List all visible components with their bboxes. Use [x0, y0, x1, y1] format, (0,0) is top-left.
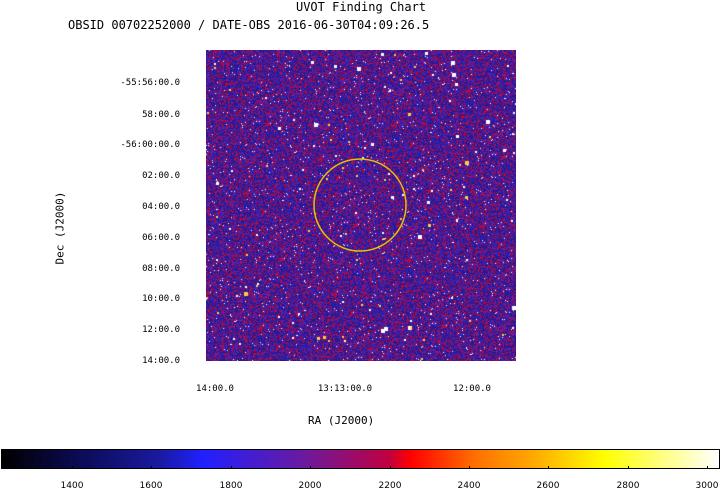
colorbar-tick-label: 2800 [616, 481, 640, 491]
colorbar-tick-label: 2000 [298, 481, 322, 491]
colorbar-tick-label: 1800 [219, 481, 243, 491]
colorbar-tick-label: 3000 [695, 481, 719, 491]
dec-tick-label: 08:00.0 [142, 264, 180, 274]
ra-tick-label: 13:13:00.0 [317, 384, 373, 394]
dec-tick-label: 02:00.0 [142, 171, 180, 181]
ra-tick-label: 14:00.0 [196, 384, 234, 394]
colorbar-tick-label: 2400 [457, 481, 481, 491]
ra-tick-label: 12:00.0 [453, 384, 491, 394]
colorbar-tick-label: 1400 [60, 481, 84, 491]
colorbar-tick-label: 2200 [378, 481, 402, 491]
dec-tick-label: 12:00.0 [142, 325, 180, 335]
dec-tick-label: 10:00.0 [142, 294, 180, 304]
target-circle [313, 158, 407, 252]
target-overlay [313, 158, 407, 252]
dec-tick-label: 14:00.0 [142, 356, 180, 366]
sky-image [206, 50, 516, 361]
chart-title: UVOT Finding Chart [295, 0, 427, 14]
observation-subtitle: OBSID 00702252000 / DATE-OBS 2016-06-30T… [68, 18, 430, 32]
dec-tick-label: 58:00.0 [142, 110, 180, 120]
ra-axis-label: RA (J2000) [308, 414, 375, 427]
dec-tick-label: -56:00:00.0 [120, 140, 180, 150]
dec-axis-label: Dec (J2000) [53, 191, 67, 265]
dec-tick-label: 04:00.0 [142, 202, 180, 212]
colorbar-tick-label: 2600 [536, 481, 560, 491]
colorbar-tick-label: 1600 [139, 481, 163, 491]
dec-tick-label: 06:00.0 [142, 233, 180, 243]
dec-tick-label: -55:56:00.0 [120, 78, 180, 88]
colorbar [1, 449, 720, 469]
